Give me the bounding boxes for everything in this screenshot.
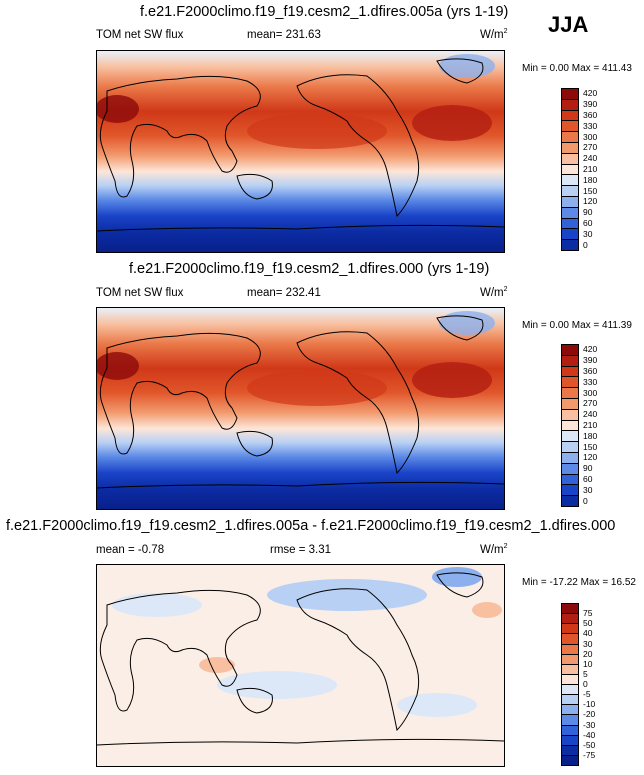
panel1-colorbar: 420 390 360 330 300 270 240 210 180 150 120 90 60 30 0: [561, 88, 601, 251]
colorbar-tick-label: 150: [583, 185, 598, 196]
colorbar-tick-label: 390: [583, 99, 598, 110]
panel3-field-svg: [97, 565, 504, 766]
panel2-title: f.e21.F2000climo.f19_f19.cesm2_1.dfires.…: [129, 261, 490, 277]
panel2-greenland-minimum: [439, 311, 495, 335]
panel2-variable-label: TOM net SW flux: [96, 287, 184, 299]
panel3-rmse-label: rmse = 3.31: [270, 544, 332, 556]
colorbar-tick-label: 30: [583, 484, 593, 495]
panel3-title: f.e21.F2000climo.f19_f19.cesm2_1.dfires.…: [6, 518, 616, 534]
panel1-coastlines: [97, 58, 504, 232]
colorbar-tick-label: 390: [583, 355, 598, 366]
colorbar-tick-label: 330: [583, 376, 598, 387]
panel2-field-background: [97, 308, 504, 509]
colorbar-tick-label: 90: [583, 463, 593, 474]
panel2-coastlines: [97, 315, 504, 489]
panel2-units-label: W/m2: [480, 286, 508, 299]
panel3-minmax-label: Min = -17.22 Max = 16.52: [522, 577, 636, 588]
panel2-mean-label: mean= 232.41: [247, 287, 321, 299]
colorbar-tick-label: 120: [583, 452, 598, 463]
colorbar-tick-label: 360: [583, 110, 598, 120]
panel2-minmax-label: Min = 0.00 Max = 411.39: [522, 320, 632, 331]
panel2-atlantic-maximum: [412, 362, 492, 398]
colorbar-tick-label: -30: [583, 719, 596, 730]
colorbar-tick-label: 300: [583, 131, 598, 142]
colorbar-swatch: [561, 754, 579, 766]
panel3-mean-label: mean = -0.78: [96, 544, 165, 556]
colorbar-tick-label: -20: [583, 709, 596, 720]
colorbar-tick-label: 210: [583, 164, 598, 174]
panel3-map: [96, 564, 505, 767]
panel3-negative-anomaly-3: [217, 671, 337, 699]
colorbar-tick-label: 210: [583, 420, 598, 430]
panel3-units-label: W/m2: [480, 543, 508, 556]
colorbar-tick-label: 50: [583, 618, 593, 629]
colorbar-tick-label: -10: [583, 699, 596, 710]
colorbar-tick-label: 330: [583, 120, 598, 131]
panel3-positive-anomaly-1: [199, 657, 235, 673]
panel2-pacific-maximum: [247, 370, 387, 406]
colorbar-tick-label: 180: [583, 174, 598, 185]
panel3-negative-anomaly-5: [432, 567, 482, 587]
panel3-negative-anomaly-4: [397, 693, 477, 717]
panel3-positive-anomaly-2: [472, 602, 502, 618]
panel1-units-label: W/m2: [480, 28, 508, 41]
colorbar-tick-label: 0: [583, 239, 588, 250]
colorbar-tick-label: 360: [583, 366, 598, 376]
panel3-coastlines: [97, 572, 504, 746]
colorbar-tick-label: 150: [583, 441, 598, 452]
colorbar-tick-label: 120: [583, 196, 598, 207]
colorbar-tick-label: -40: [583, 729, 596, 740]
colorbar-tick-label: 10: [583, 658, 593, 669]
season-label: JJA: [548, 12, 589, 37]
panel2-field-svg: [97, 308, 504, 509]
colorbar-tick-label: 90: [583, 207, 593, 218]
colorbar-tick-label: 240: [583, 153, 598, 164]
colorbar-tick-label: -5: [583, 689, 591, 700]
colorbar-tick-label: 60: [583, 218, 593, 228]
panel1-greenland-minimum: [439, 54, 495, 78]
panel1-atlantic-maximum: [412, 105, 492, 141]
panel2-colorbar: 420 390 360 330 300 270 240 210 180 150 120 90 60 30 0: [561, 344, 601, 507]
panel1-minmax-label: Min = 0.00 Max = 411.43: [522, 63, 632, 74]
colorbar-tick-label: 30: [583, 638, 593, 649]
colorbar-tick-label: 5: [583, 668, 588, 679]
panel3-colorbar: 75 50 40 30 20 10 5 0 -5 -10 -20 -30 -40 -50 -75: [561, 603, 601, 766]
colorbar-swatch: [561, 239, 579, 251]
colorbar-tick-label: 20: [583, 648, 593, 659]
colorbar-tick-label: 40: [583, 628, 593, 639]
colorbar-tick-label: 180: [583, 430, 598, 441]
panel1-mean-label: mean= 231.63: [247, 29, 321, 41]
panel1-title: f.e21.F2000climo.f19_f19.cesm2_1.dfires.…: [140, 4, 509, 20]
panel1-field-svg: [97, 51, 504, 252]
colorbar-tick-label: 75: [583, 608, 593, 619]
panel1-field-background: [97, 51, 504, 252]
colorbar-swatch: [561, 495, 579, 507]
colorbar-tick-label: 0: [583, 679, 588, 689]
panel1-variable-label: TOM net SW flux: [96, 29, 184, 41]
panel2-map: [96, 307, 505, 510]
panel1-pacific-maximum: [247, 113, 387, 149]
colorbar-tick-label: 270: [583, 398, 598, 409]
colorbar-tick-label: -75: [583, 749, 596, 760]
colorbar-tick-label: 300: [583, 387, 598, 398]
colorbar-tick-label: 420: [583, 88, 598, 99]
colorbar-tick-label: 270: [583, 142, 598, 153]
panel3-negative-anomaly-2: [267, 579, 427, 611]
colorbar-tick-label: 420: [583, 344, 598, 355]
colorbar-tick-label: 60: [583, 474, 593, 484]
panel1-map: [96, 50, 505, 253]
panel3-negative-anomaly-1: [112, 593, 202, 617]
colorbar-tick-label: -50: [583, 739, 596, 750]
colorbar-tick-label: 30: [583, 228, 593, 239]
colorbar-tick-label: 240: [583, 409, 598, 420]
colorbar-tick-label: 0: [583, 495, 588, 506]
